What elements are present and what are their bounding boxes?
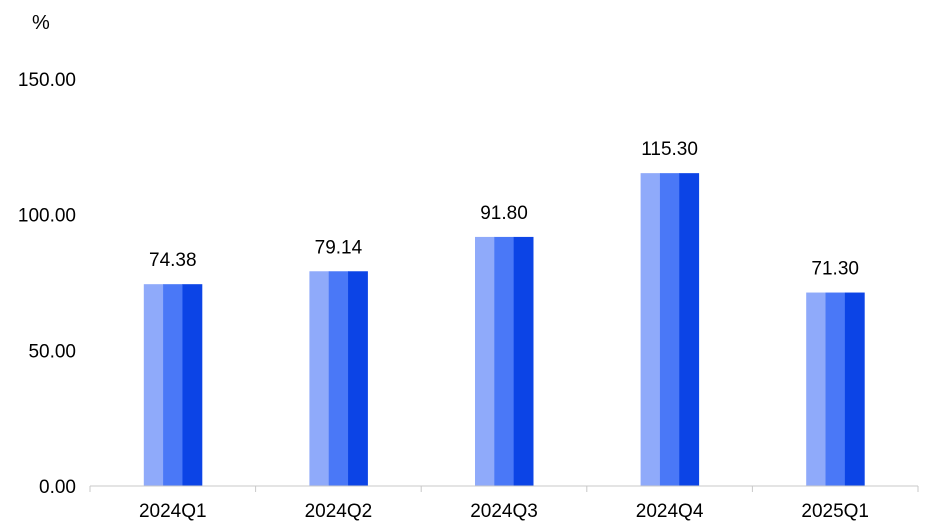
bars-group: 74.38 79.14 91.80 115.30 71.30 <box>143 139 865 487</box>
bar <box>143 284 203 486</box>
bar <box>475 236 534 486</box>
bar-value-label: 115.30 <box>641 139 698 160</box>
bar-segment <box>494 236 515 486</box>
bar-segment <box>143 284 164 486</box>
bar-segment <box>640 173 661 487</box>
bar-segment <box>513 236 534 486</box>
bar-segment <box>825 292 846 486</box>
bar-segment <box>163 284 183 486</box>
y-tick-label: 150.00 <box>18 70 76 91</box>
bar-value-label: 71.30 <box>811 259 859 280</box>
bar <box>309 271 368 486</box>
x-category-label: 2024Q1 <box>139 501 207 522</box>
bar <box>640 173 700 487</box>
bar-segment <box>182 284 203 486</box>
bar-segment <box>309 271 330 486</box>
bar-value-label: 91.80 <box>480 203 528 224</box>
y-tick-label: 50.00 <box>28 341 76 362</box>
bar-segment <box>806 292 827 486</box>
y-axis-ticks: 0.00 50.00 100.00 150.00 <box>18 70 76 498</box>
x-category-label: 2024Q4 <box>636 501 704 522</box>
x-axis: 2024Q1 2024Q2 2024Q3 2024Q4 2025Q1 <box>89 485 919 522</box>
bar-segment <box>679 173 700 487</box>
y-tick-label: 0.00 <box>39 477 76 498</box>
bar-segment <box>328 271 349 486</box>
y-axis-unit-label: % <box>32 12 50 34</box>
bar-segment <box>475 236 495 486</box>
bar-segment <box>659 173 680 487</box>
bar-segment <box>348 271 368 486</box>
x-category-label: 2025Q1 <box>801 501 869 522</box>
bar-value-label: 74.38 <box>149 250 197 271</box>
x-category-label: 2024Q2 <box>305 501 373 522</box>
bar-segment <box>844 292 865 486</box>
bar-value-label: 79.14 <box>315 237 363 258</box>
y-tick-label: 100.00 <box>18 206 76 227</box>
x-category-label: 2024Q3 <box>470 501 538 522</box>
bar <box>806 292 865 486</box>
